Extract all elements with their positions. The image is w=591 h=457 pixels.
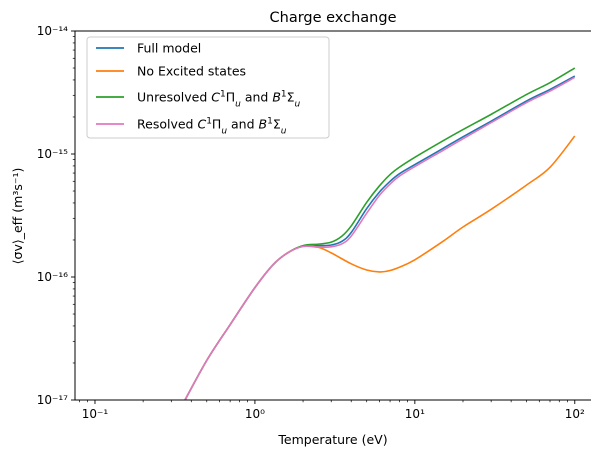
x-axis-label: Temperature (eV) [277,432,387,447]
legend-box [86,36,330,139]
plot-frame [74,30,591,401]
legend-label: Full model [137,41,201,56]
chart-title: Charge exchange [270,10,397,26]
plot-area [74,30,591,401]
y-tick-label: 10⁻¹⁷ [37,393,68,407]
y-tick-label: 10⁻¹⁵ [37,147,68,161]
series-layer [184,67,576,400]
legend-label: Resolved C1Πu and B1Σu [137,117,287,137]
x-tick-label: 10² [565,407,585,421]
legend-label: No Excited states [137,64,246,79]
series-line-4 [184,76,576,400]
x-tick-label: 10⁰ [245,407,265,421]
x-tick-label: 10⁻¹ [82,407,109,421]
y-axis-label: ⟨σv⟩_eff (m³s⁻¹) [10,168,25,265]
y-tick-label: 10⁻¹⁴ [37,24,68,38]
y-tick-label: 10⁻¹⁶ [37,270,68,284]
legend: Full model No Excited states Unresolved C1… [86,36,330,139]
series-line-2 [184,135,576,400]
x-tick-label: 10¹ [405,407,425,421]
y-axis: 10⁻¹⁷ 10⁻¹⁶ 10⁻¹⁵ 10⁻¹⁴ [37,24,75,407]
x-axis: 10⁻¹ 10⁰ 10¹ 10² [79,400,585,421]
legend-label: Unresolved C1Πu and B1Σu [137,90,301,110]
